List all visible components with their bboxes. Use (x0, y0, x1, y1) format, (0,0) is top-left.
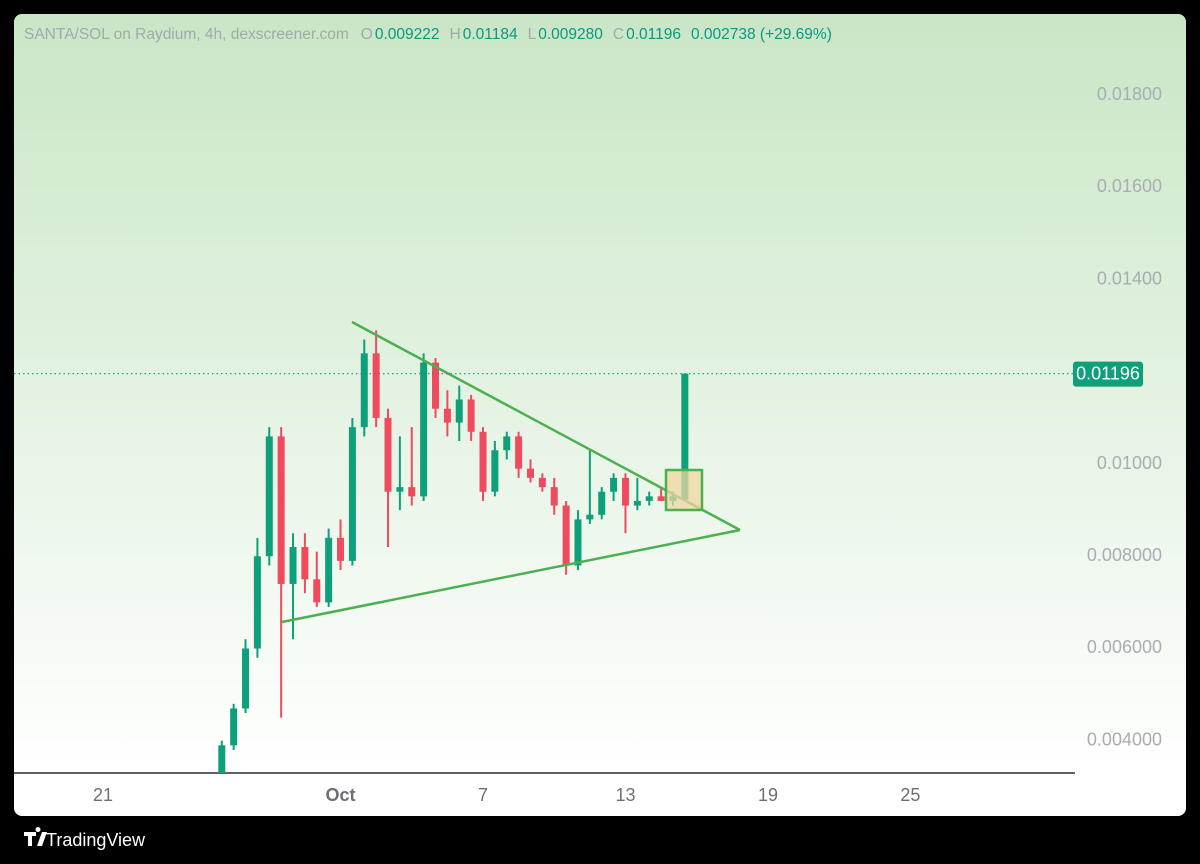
candle-body (574, 519, 582, 566)
x-tick-label: 21 (93, 785, 113, 805)
header-change: 0.002738 (+29.69%) (691, 26, 832, 43)
x-tick-label: 13 (615, 785, 635, 805)
candle-body (681, 373, 689, 500)
x-tick-label: 7 (478, 785, 488, 805)
candle-body (467, 399, 475, 432)
triangle-pattern (281, 320, 741, 624)
candle-body (515, 436, 523, 469)
y-tick-label: 0.004000 (1087, 729, 1162, 749)
x-tick-label: 25 (900, 785, 920, 805)
candle-body (230, 708, 238, 746)
candle-body (443, 408, 451, 423)
candle-body (253, 556, 261, 649)
candle-body (348, 427, 356, 561)
candle-body (372, 353, 380, 418)
candle-body (432, 362, 440, 409)
candle-body (360, 353, 368, 428)
candle-body (479, 431, 487, 492)
last-price-badge (1073, 361, 1143, 387)
candle-body (218, 745, 226, 773)
candle-body (455, 399, 463, 423)
candle-body (420, 362, 428, 497)
candle-body (408, 487, 416, 497)
header-value: 0.009280 (538, 26, 603, 43)
candle-body (538, 477, 546, 488)
chart-header: SANTA/SOL on Raydium, 4h, dexscreener.co… (24, 26, 832, 43)
candle-body (621, 477, 629, 506)
header-title: SANTA/SOL on Raydium, 4h, dexscreener.co… (24, 26, 349, 43)
candle-body (242, 648, 250, 709)
y-tick-label: 0.008000 (1087, 545, 1162, 565)
y-tick-label: 0.006000 (1087, 637, 1162, 657)
brand-name: TradingView (46, 830, 146, 850)
y-tick-label: 0.01800 (1097, 84, 1162, 104)
candle-body (384, 417, 392, 492)
candle-body (277, 436, 285, 584)
header-key: O (361, 26, 373, 43)
candle-body (265, 436, 273, 557)
x-tick-label: Oct (326, 785, 356, 805)
candle-body (301, 547, 309, 580)
breakout-box (664, 468, 704, 512)
candle-body (491, 450, 499, 492)
candle-body (289, 547, 297, 584)
candle-body (598, 491, 606, 515)
candle-body (586, 514, 594, 520)
x-tick-label: 19 (758, 785, 778, 805)
candle-body (325, 537, 333, 603)
header-key: L (528, 26, 537, 43)
plot-background (14, 14, 1186, 773)
candle-body (503, 436, 511, 451)
last-price-label: 0.01196 (1076, 363, 1140, 383)
candle-body (633, 500, 641, 506)
y-tick-label: 0.01400 (1097, 268, 1162, 288)
header-value: 0.01196 (626, 26, 681, 43)
y-tick-label: 0.01000 (1097, 453, 1162, 473)
brand-logo (24, 826, 47, 846)
y-tick-label: 0.01600 (1097, 176, 1162, 196)
candle-body (337, 537, 345, 561)
header-value: 0.009222 (375, 26, 440, 43)
header-key: H (450, 26, 461, 43)
candle-body (645, 496, 653, 501)
lower-trendline (281, 528, 741, 624)
candle-body (396, 487, 404, 492)
candle-body (550, 487, 558, 506)
candle-body (657, 496, 665, 501)
candle-body (313, 579, 321, 603)
candle-body (526, 468, 534, 478)
header-value: 0.01184 (463, 26, 518, 43)
brand: TradingView (24, 826, 146, 850)
plot-area (218, 330, 689, 773)
candle-body (562, 505, 570, 566)
header-key: C (613, 26, 624, 43)
candle-body (610, 477, 618, 492)
